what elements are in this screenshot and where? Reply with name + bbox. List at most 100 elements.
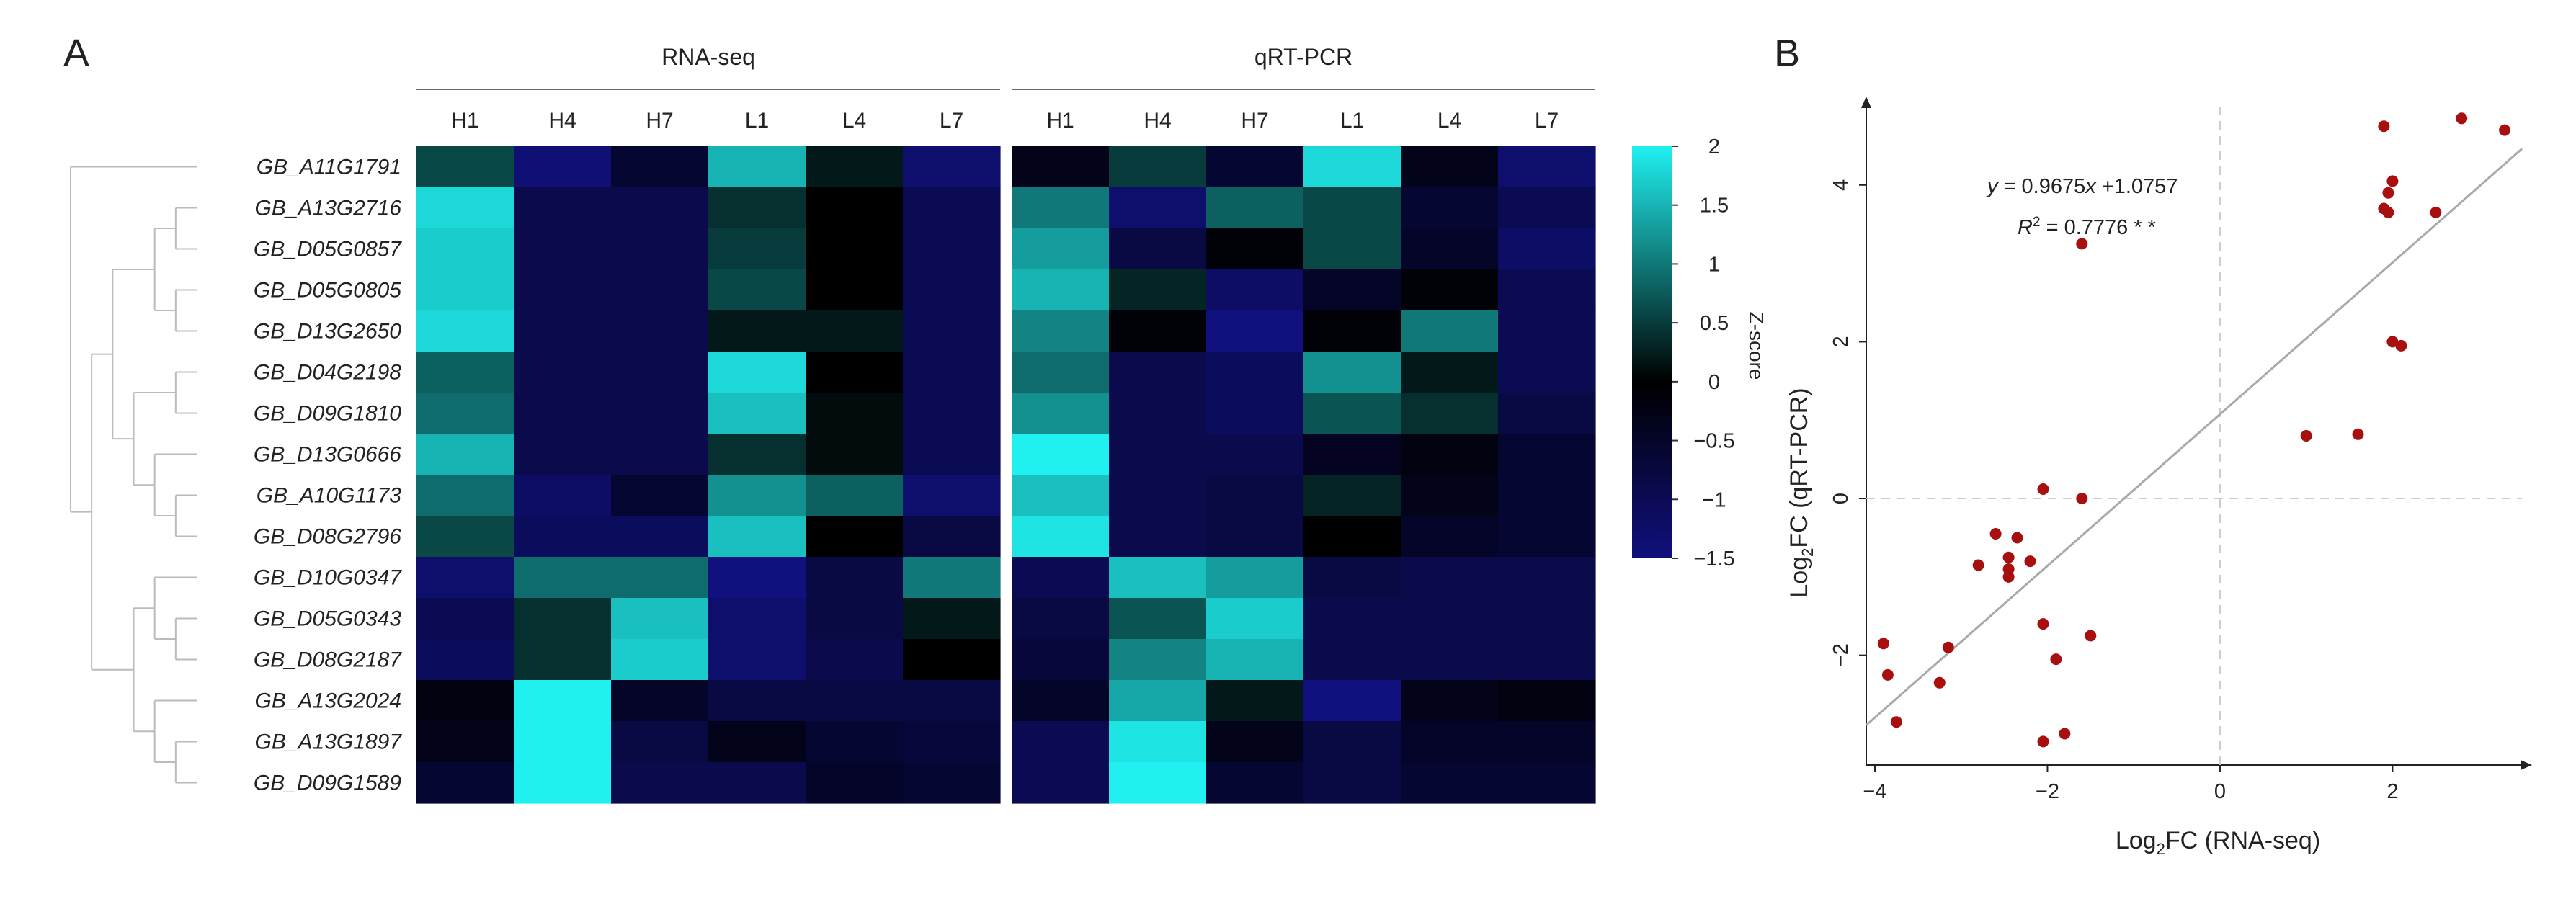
heat-cell: [806, 557, 904, 599]
gene-label: GB_D13G0666: [254, 443, 401, 467]
heat-cell: [1303, 475, 1401, 516]
heat-cell: [1303, 146, 1401, 188]
scatter-point: [2059, 728, 2071, 740]
colorbar-tick-label: −0.5: [1693, 430, 1734, 453]
heat-cell: [806, 187, 904, 229]
gene-label: GB_D05G0857: [254, 238, 402, 261]
heat-cell: [514, 680, 612, 722]
heat-cell: [416, 352, 514, 393]
heat-cell: [514, 269, 612, 311]
heat-cell: [1012, 680, 1110, 722]
group-title: qRT-PCR: [1254, 44, 1352, 70]
scatter-point: [2024, 555, 2036, 568]
scatter-point: [2050, 653, 2062, 666]
colorbar-tick-label: −1: [1702, 488, 1726, 511]
heat-cell: [1498, 228, 1596, 270]
heat-cell: [1303, 639, 1401, 681]
panel-a-label: A: [63, 32, 89, 75]
heat-cell: [611, 146, 709, 188]
heat-cell: [611, 639, 709, 681]
heat-cell: [514, 310, 612, 352]
heat-cell: [1109, 516, 1207, 558]
heat-cell: [611, 475, 709, 516]
heat-cell: [903, 475, 1001, 516]
heat-cell: [1303, 762, 1401, 804]
heat-cell: [1498, 269, 1596, 311]
gene-labels: GB_A11G1791 GB_A13G2716 GB_D05G0857 GB_D05G…: [254, 156, 402, 795]
heat-cell: [1206, 434, 1304, 475]
heat-cell: [1206, 228, 1304, 270]
heat-cell: [1401, 434, 1499, 475]
column-label: L7: [1535, 109, 1559, 133]
gene-label: GB_A10G1173: [257, 484, 402, 508]
heat-cell: [903, 639, 1001, 681]
heat-cell: [903, 187, 1001, 229]
scatter-point: [2037, 735, 2049, 748]
heat-cell: [1206, 269, 1304, 311]
scatter-point: [2456, 112, 2468, 125]
heat-cell: [1303, 516, 1401, 558]
column-label: L1: [745, 109, 769, 133]
heat-cell: [1303, 680, 1401, 722]
heat-cell: [1109, 557, 1207, 599]
heatmap-header: RNA-seq qRT-PCR: [416, 44, 1595, 90]
heat-cell: [1206, 721, 1304, 763]
heat-cell: [806, 639, 904, 681]
column-label: H4: [548, 109, 576, 133]
scatter-point: [2076, 238, 2088, 250]
heat-cell: [1012, 352, 1110, 393]
heat-cell: [416, 721, 514, 763]
heat-cell: [903, 434, 1001, 475]
heat-cell: [903, 310, 1001, 352]
heat-cell: [1012, 557, 1110, 599]
x-tick-label: −4: [1863, 780, 1886, 803]
heat-cell: [708, 146, 806, 188]
heat-cell: [514, 721, 612, 763]
heat-cell: [903, 762, 1001, 804]
heat-cell: [708, 557, 806, 599]
heat-cell: [1401, 639, 1499, 681]
scatter-point: [1881, 668, 1894, 681]
scatter-point: [2430, 206, 2442, 218]
scatter-point: [2037, 483, 2049, 495]
scatter-point: [2386, 175, 2399, 187]
scatter-point: [2395, 339, 2407, 352]
heat-cell: [611, 393, 709, 434]
heat-cell: [1012, 269, 1110, 311]
heat-cell: [1012, 639, 1110, 681]
heat-cell: [611, 680, 709, 722]
heat-cell: [1012, 228, 1110, 270]
heat-cell: [1498, 310, 1596, 352]
scatter-point: [1972, 559, 1984, 571]
heat-cell: [611, 721, 709, 763]
heat-cell: [416, 434, 514, 475]
qrt-pcr-heatmap: [1012, 146, 1596, 804]
y-axis-arrow: [1861, 97, 1871, 108]
scatter-point: [1989, 528, 2002, 540]
heat-cell: [1498, 557, 1596, 599]
heat-cell: [903, 598, 1001, 640]
gene-label: GB_D09G1810: [254, 402, 401, 426]
heat-cell: [708, 721, 806, 763]
colorbar-tick-label: 0.5: [1700, 312, 1729, 335]
scatter-point: [2037, 618, 2049, 630]
heat-cell: [514, 557, 612, 599]
heat-cell: [806, 310, 904, 352]
colorbar-gradient: [1632, 146, 1672, 558]
heat-cell: [1109, 639, 1207, 681]
heat-cell: [1109, 352, 1207, 393]
heat-cell: [708, 639, 806, 681]
fit-line: [1866, 148, 2523, 726]
scatter-point: [2382, 187, 2394, 199]
heat-cell: [1401, 516, 1499, 558]
heat-cell: [1012, 310, 1110, 352]
heat-cell: [1303, 228, 1401, 270]
heat-cell: [1012, 598, 1110, 640]
heat-cell: [1401, 721, 1499, 763]
gene-label: GB_D08G2796: [254, 525, 401, 549]
heat-cell: [903, 352, 1001, 393]
gene-label: GB_D04G2198: [254, 361, 401, 385]
heat-cell: [1401, 352, 1499, 393]
heat-cell: [1303, 557, 1401, 599]
